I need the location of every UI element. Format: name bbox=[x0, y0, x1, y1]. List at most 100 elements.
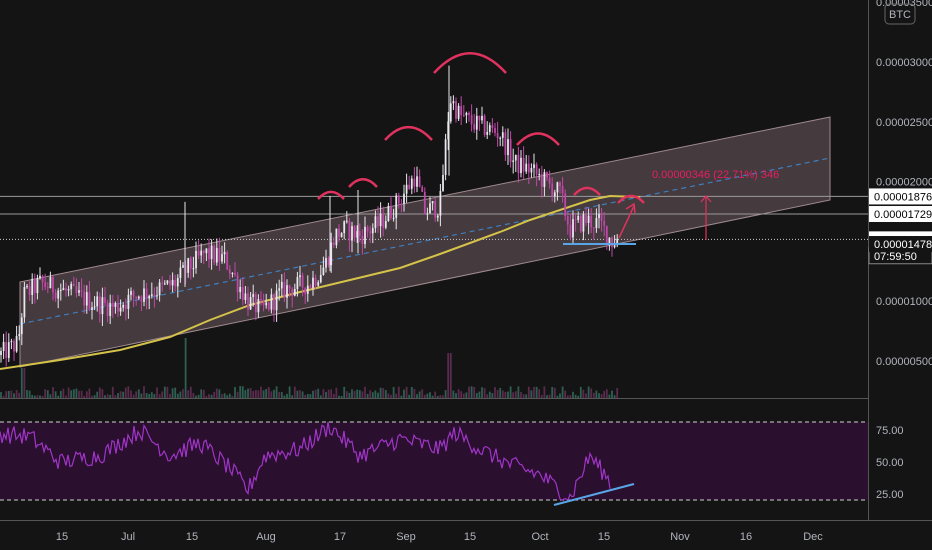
price-axis[interactable]: 0.00003500 0.00003000 0.00002500 0.00002000… bbox=[876, 0, 932, 368]
volume-bar bbox=[478, 391, 481, 398]
candle-body bbox=[561, 186, 564, 194]
volume-bar bbox=[442, 395, 444, 398]
volume-bar bbox=[553, 387, 556, 398]
volume-bar bbox=[379, 387, 382, 398]
candle-body bbox=[431, 201, 434, 204]
candle-body bbox=[57, 290, 60, 299]
volume-bar bbox=[44, 389, 47, 398]
volume-bar bbox=[195, 395, 197, 398]
pattern-arc bbox=[617, 194, 645, 204]
candle-body bbox=[400, 203, 403, 205]
candle-body bbox=[124, 304, 127, 309]
volume-bar bbox=[26, 390, 28, 398]
candle-body bbox=[247, 293, 249, 310]
candle-body bbox=[572, 219, 574, 238]
volume-bar bbox=[460, 391, 463, 398]
volume-bar bbox=[75, 388, 78, 398]
volume-bar bbox=[343, 386, 346, 398]
rsi-tick-label: 75.00 bbox=[876, 425, 904, 437]
volume-bar bbox=[161, 391, 164, 398]
volume-bar bbox=[457, 389, 460, 398]
volume-bar bbox=[270, 391, 273, 398]
candle-body bbox=[215, 248, 218, 263]
volume-bar bbox=[267, 387, 270, 398]
candle-body bbox=[504, 132, 507, 156]
volume-bars bbox=[0, 338, 619, 398]
candle-body bbox=[338, 228, 340, 238]
price-pane[interactable]: 0.00000346 (22.71%) 346 bbox=[0, 0, 868, 398]
candle-body bbox=[616, 238, 619, 246]
rsi-axis[interactable]: 75.00 50.00 25.00 bbox=[876, 425, 904, 501]
candle-body bbox=[210, 245, 213, 260]
volume-bar bbox=[530, 390, 533, 398]
candle-body bbox=[598, 214, 600, 218]
candle-body bbox=[590, 215, 593, 228]
candle-body bbox=[75, 285, 78, 293]
time-axis[interactable]: 15 Jul 15 Aug 17 Sep 15 Oct 15 Nov 16 Dec bbox=[56, 531, 823, 543]
candle-body bbox=[457, 105, 460, 119]
candle-body bbox=[600, 214, 603, 221]
volume-bar bbox=[244, 390, 247, 398]
rsi-trend-line bbox=[553, 483, 635, 506]
volume-bar bbox=[85, 391, 88, 398]
candle-body bbox=[197, 250, 200, 256]
candle-body bbox=[156, 295, 158, 297]
volume-bar bbox=[475, 393, 478, 398]
projection-arrow bbox=[618, 205, 635, 239]
candle-body bbox=[319, 275, 322, 283]
candle-body bbox=[416, 176, 418, 187]
candle-body bbox=[98, 296, 101, 315]
candle-body bbox=[325, 257, 327, 268]
candle-body bbox=[356, 231, 359, 238]
volume-bar bbox=[200, 389, 203, 398]
volume-bar bbox=[36, 395, 39, 398]
rsi-pane[interactable] bbox=[0, 421, 868, 506]
volume-bar bbox=[483, 388, 486, 398]
volume-bar bbox=[265, 388, 268, 398]
candle-body bbox=[218, 248, 221, 262]
moving-average-line bbox=[0, 194, 641, 370]
volume-bar bbox=[520, 391, 522, 398]
volume-bar bbox=[33, 395, 36, 398]
candle-body bbox=[306, 285, 309, 294]
annotations: 0.00000346 (22.71%) 346 bbox=[317, 51, 779, 245]
candle-body bbox=[527, 163, 530, 173]
volume-bar bbox=[455, 393, 457, 398]
candle-body bbox=[481, 115, 483, 121]
volume-bar bbox=[603, 391, 606, 398]
volume-bar bbox=[280, 392, 283, 398]
volume-bar bbox=[317, 388, 320, 398]
time-tick-label: 17 bbox=[334, 531, 346, 543]
volume-bar bbox=[371, 392, 374, 398]
price-tag-label: 0.00001876 bbox=[874, 191, 932, 203]
price-tick-label: 0.00000500 bbox=[876, 356, 932, 368]
candle-body bbox=[174, 279, 177, 287]
candle-body bbox=[166, 280, 169, 284]
candle-body bbox=[397, 195, 400, 204]
volume-bar bbox=[15, 390, 18, 398]
volume-bar bbox=[312, 390, 314, 398]
volume-bar bbox=[605, 389, 608, 398]
candle-body bbox=[36, 278, 39, 294]
candle-body bbox=[551, 183, 554, 197]
candle-body bbox=[405, 184, 408, 194]
channel-midline bbox=[19, 157, 831, 325]
volume-bar bbox=[551, 386, 554, 398]
volume-bar bbox=[137, 389, 140, 398]
volume-bar bbox=[210, 394, 213, 398]
volume-bar bbox=[470, 386, 473, 398]
candle-body bbox=[83, 291, 86, 306]
volume-bar bbox=[184, 338, 187, 398]
volume-bar bbox=[322, 389, 325, 398]
time-tick-label: 15 bbox=[186, 531, 198, 543]
candle-body bbox=[548, 177, 551, 184]
volume-bar bbox=[158, 394, 161, 398]
candle-body bbox=[293, 288, 296, 296]
candle-body bbox=[117, 303, 119, 312]
candle-body bbox=[444, 139, 447, 175]
volume-bar bbox=[260, 386, 262, 398]
candle-body bbox=[540, 174, 543, 187]
candle-body bbox=[494, 127, 496, 134]
pattern-arc bbox=[516, 132, 560, 146]
